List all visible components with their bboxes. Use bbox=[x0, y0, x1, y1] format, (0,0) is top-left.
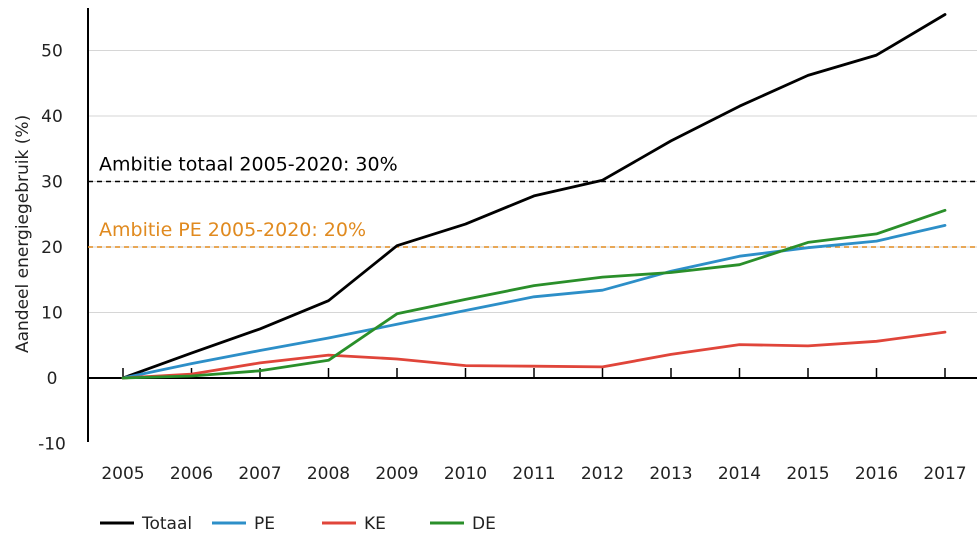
reference-lines: Ambitie totaal 2005-2020: 30% Ambitie PE … bbox=[88, 154, 977, 248]
x-tick-label: 2013 bbox=[649, 464, 692, 484]
legend-label: KE bbox=[364, 514, 386, 534]
y-tick-label: 50 bbox=[41, 42, 63, 62]
series-line-pe bbox=[121, 223, 947, 380]
x-tick-label: 2009 bbox=[375, 464, 418, 484]
x-tick-label: 2017 bbox=[923, 464, 966, 484]
series-line-ke bbox=[121, 330, 947, 380]
series-line-totaal bbox=[121, 13, 947, 380]
y-tick-label: 30 bbox=[41, 173, 63, 193]
x-tick-label: 2014 bbox=[718, 464, 761, 484]
series-line-de bbox=[121, 208, 947, 380]
legend-label: Totaal bbox=[141, 514, 192, 534]
legend-label: DE bbox=[472, 514, 496, 534]
y-axis-title: Aandeel energiegebruik (%) bbox=[13, 115, 33, 353]
x-tick-label: 2011 bbox=[512, 464, 555, 484]
x-tick-label: 2008 bbox=[307, 464, 350, 484]
legend: Totaal PE KE DE bbox=[100, 514, 496, 534]
x-tick-label: 2010 bbox=[444, 464, 487, 484]
x-tick-label: 2006 bbox=[170, 464, 213, 484]
x-tick-label: 2005 bbox=[101, 464, 144, 484]
x-tick-label: 2016 bbox=[855, 464, 898, 484]
x-tick-label: 2012 bbox=[581, 464, 624, 484]
x-tick-label: 2015 bbox=[786, 464, 829, 484]
y-tick-label: 40 bbox=[41, 107, 63, 127]
y-tick-label: 0 bbox=[47, 369, 58, 389]
y-tick-label: -10 bbox=[38, 435, 66, 455]
series-lines bbox=[121, 13, 947, 380]
reference-label: Ambitie PE 2005-2020: 20% bbox=[99, 219, 366, 241]
x-axis: 2005 2006 2007 2008 2009 2010 2011 2012 2013 2014… bbox=[88, 368, 977, 484]
reference-label: Ambitie totaal 2005-2020: 30% bbox=[99, 154, 398, 176]
x-tick-label: 2007 bbox=[238, 464, 281, 484]
y-tick-label: 10 bbox=[41, 304, 63, 324]
y-axis: -10 0 10 20 30 40 50 Aandeel energiegebruik (%) bbox=[13, 8, 89, 455]
legend-label: PE bbox=[254, 514, 275, 534]
y-tick-label: 20 bbox=[41, 238, 63, 258]
